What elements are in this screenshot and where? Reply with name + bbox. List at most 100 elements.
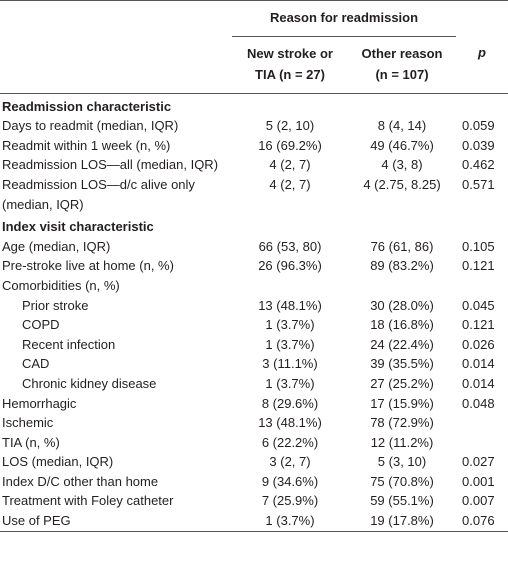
cell-value: 6 (22.2%) <box>261 434 319 450</box>
cell-value: 39 (35.5%) <box>370 356 434 372</box>
table-row: TIA (n, %) 6 (22.2%) 12 (11.2%) <box>0 433 508 453</box>
table-row: Ischemic 13 (48.1%) 78 (72.9%) <box>0 413 508 433</box>
p-value: 0.014 <box>462 356 495 372</box>
table-row: Hemorrhagic 8 (29.6%) 17 (15.9%) 0.048 <box>0 394 508 414</box>
cell-value: 17 (15.9%) <box>370 395 434 411</box>
cell-value: 30 (28.0%) <box>370 297 434 313</box>
cell-value: 18 (16.8%) <box>370 317 434 333</box>
p-value: 0.001 <box>462 473 495 489</box>
row-label: Ischemic <box>2 415 54 431</box>
table-row: Treatment with Foley catheter 7 (25.9%) 59… <box>0 491 508 511</box>
row-label: Recent infection <box>22 336 116 352</box>
row-label: Hemorrhagic <box>2 395 77 411</box>
row-label: Index D/C other than home <box>2 473 159 489</box>
p-value: 0.059 <box>462 118 495 134</box>
column-header: New stroke or TIA (n = 27) <box>232 36 348 94</box>
section-title: Index visit characteristic <box>2 219 154 235</box>
blank-header <box>0 0 232 37</box>
row-label: Days to readmit (median, IQR) <box>2 118 179 134</box>
blank-header <box>456 0 508 37</box>
cell-value: 27 (25.2%) <box>370 375 434 391</box>
table-row: Readmit within 1 week (n, %) 16 (69.2%) 49… <box>0 136 508 156</box>
cell-value: 4 (2.75, 8.25) <box>363 176 441 192</box>
cell-value: 8 (4, 14) <box>377 118 427 134</box>
cell-value: 1 (3.7%) <box>265 375 315 391</box>
p-value: 0.026 <box>462 336 495 352</box>
cell-value: 7 (25.9%) <box>261 493 319 509</box>
cell-value: 4 (2, 7) <box>269 176 311 192</box>
table-row: Use of PEG 1 (3.7%) 19 (17.8%) 0.076 <box>0 511 508 532</box>
table-row: Readmission LOS—all (median, IQR) 4 (2, 7… <box>0 155 508 175</box>
table-row: LOS (median, IQR) 3 (2, 7) 5 (3, 10) 0.027 <box>0 452 508 472</box>
cell-value <box>232 276 348 296</box>
cell-value: 78 (72.9%) <box>370 415 434 431</box>
cell-value: 59 (55.1%) <box>370 493 434 509</box>
row-label: Use of PEG <box>0 511 232 532</box>
p-value <box>456 276 508 296</box>
section-row: Readmission characteristic <box>0 93 508 116</box>
table-row: Pre-stroke live at home (n, %) 26 (96.3%)… <box>0 256 508 276</box>
cell-value: 4 (3, 8) <box>381 157 423 173</box>
group-header: Reason for readmission <box>232 0 457 37</box>
cell-value: 5 (3, 10) <box>377 454 427 470</box>
cell-value: 49 (46.7%) <box>370 137 434 153</box>
row-label: Prior stroke <box>22 297 89 313</box>
p-value: 0.045 <box>462 297 495 313</box>
cell-value: 76 (61, 86) <box>370 238 434 254</box>
cell-value: 1 (3.7%) <box>265 336 315 352</box>
blank-header <box>0 36 232 94</box>
p-value <box>456 433 508 453</box>
cell-value: 9 (34.6%) <box>261 473 319 489</box>
cell-value: 1 (3.7%) <box>232 511 348 532</box>
table-row: CAD 3 (11.1%) 39 (35.5%) 0.014 <box>0 354 508 374</box>
cell-value: 89 (83.2%) <box>370 258 434 274</box>
p-value: 0.027 <box>462 454 495 470</box>
table-row: COPD 1 (3.7%) 18 (16.8%) 0.121 <box>0 315 508 335</box>
cell-value: 19 (17.8%) <box>348 511 457 532</box>
row-label: Pre-stroke live at home (n, %) <box>2 258 174 274</box>
cell-value: 13 (48.1%) <box>258 415 322 431</box>
cell-value: 1 (3.7%) <box>265 317 315 333</box>
row-label: CAD <box>22 356 50 372</box>
p-value: 0.014 <box>462 375 495 391</box>
p-value: 0.121 <box>462 317 495 333</box>
cell-value: 13 (48.1%) <box>258 297 322 313</box>
table-row: Chronic kidney disease 1 (3.7%) 27 (25.2%)… <box>0 374 508 394</box>
cell-value: 4 (2, 7) <box>269 157 311 173</box>
readmission-table: Reason for readmission New stroke or TIA… <box>0 0 508 532</box>
column-header: Other reason (n = 107) <box>348 36 457 94</box>
table-row: Prior stroke 13 (48.1%) 30 (28.0%) 0.045 <box>0 296 508 316</box>
cell-value: 26 (96.3%) <box>258 258 322 274</box>
table-row: Index D/C other than home 9 (34.6%) 75 (70… <box>0 472 508 492</box>
cell-value: 3 (11.1%) <box>262 356 318 372</box>
cell-value: 12 (11.2%) <box>370 434 434 450</box>
p-value: 0.039 <box>462 137 495 153</box>
row-label: Readmit within 1 week (n, %) <box>2 137 171 153</box>
cell-value <box>348 276 456 296</box>
p-value: 0.076 <box>456 511 508 532</box>
table-row: Comorbidities (n, %) <box>0 276 508 296</box>
section-row: Index visit characteristic <box>0 214 508 237</box>
column-header: p <box>456 36 508 94</box>
p-value: 0.571 <box>462 176 495 192</box>
cell-value: 5 (2, 10) <box>265 118 315 134</box>
section-title: Readmission characteristic <box>2 98 172 114</box>
table-row: Days to readmit (median, IQR) 5 (2, 10) 8 … <box>0 116 508 136</box>
row-label: COPD <box>22 317 60 333</box>
table-body: Readmission characteristic Days to readmi… <box>0 93 508 532</box>
cell-value: 24 (22.4%) <box>370 336 434 352</box>
row-label: TIA (n, %) <box>2 434 60 450</box>
table-header: Reason for readmission New stroke or TIA… <box>0 0 508 94</box>
row-label: Age (median, IQR) <box>2 238 111 254</box>
cell-value: 3 (2, 7) <box>269 454 311 470</box>
table-row: Age (median, IQR) 66 (53, 80) 76 (61, 86) 0… <box>0 237 508 257</box>
p-value: 0.007 <box>462 493 495 509</box>
table-row: Readmission LOS—d/c alive only (median, … <box>0 175 508 214</box>
p-value: 0.105 <box>462 238 495 254</box>
p-value <box>456 413 508 433</box>
cell-value: 66 (53, 80) <box>258 238 322 254</box>
p-value: 0.462 <box>462 157 495 173</box>
row-label: Comorbidities (n, %) <box>2 277 120 293</box>
row-label: LOS (median, IQR) <box>2 454 114 470</box>
